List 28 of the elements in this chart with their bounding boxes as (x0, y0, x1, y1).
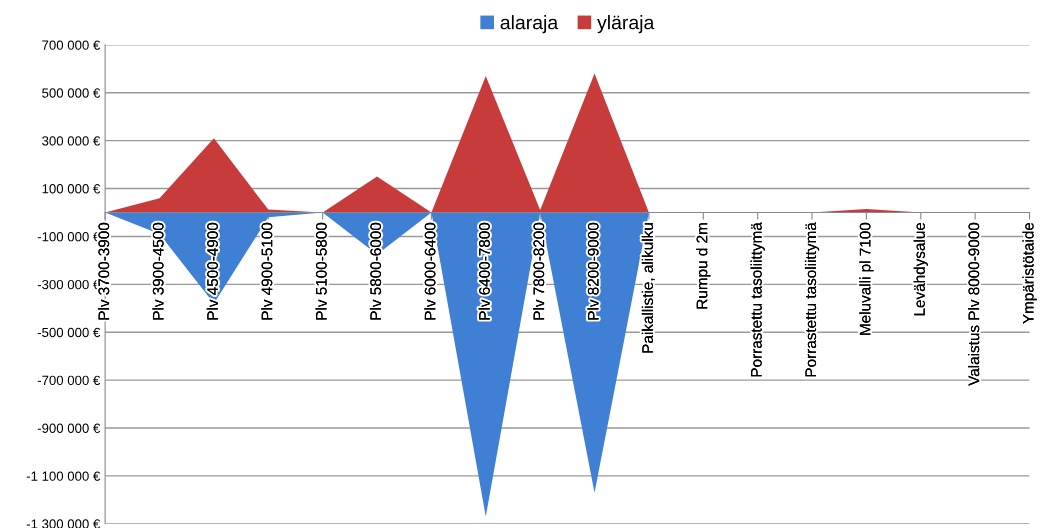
y-tick-label: 100 000 € (42, 184, 101, 194)
y-tick-label: -700 000 € (37, 375, 101, 386)
y-tick-label: -500 000 € (37, 327, 101, 338)
y-tick-label: 700 000 € (42, 40, 101, 50)
x-tick-label: Paikallistie, alikulku (641, 223, 655, 353)
x-tick-label: Rumpu d 2m (696, 223, 711, 309)
y-tick-label: 500 000 € (42, 88, 101, 98)
x-tick-label: Plv 6400-7800 (478, 222, 490, 320)
x-tick-label: Plv 4900-5100 (261, 222, 273, 320)
x-tick-label: Valaistus Plv 8000-9000 (968, 222, 980, 386)
x-tick-label: Ympäristötaide (1022, 222, 1037, 324)
x-tick-label: Porrastettu tasoliittymä (750, 222, 765, 377)
x-tick-label: Porrastettu tasoliittymä (804, 222, 820, 377)
y-tick-label: -900 000 € (37, 423, 101, 433)
y-tick-label: -1 100 000 € (26, 471, 101, 481)
x-tick-label: Plv 8200-9000 (587, 222, 599, 320)
x-tick-label: Plv 4500-4900 (206, 222, 218, 320)
x-tick-label: Plv 6000-6400 (424, 222, 436, 320)
y-tick-label: 300 000 € (42, 136, 101, 146)
legend-label: yläraja (597, 15, 655, 34)
x-tick-label: Meluvalli pl 7100 (859, 222, 874, 335)
y-tick-label: -1 300 000 € (26, 519, 101, 528)
legend-label: alaraja (500, 15, 559, 34)
x-tick-label: Plv 5800-6000 (369, 222, 382, 320)
x-tick-label: Levähdysalue (913, 222, 928, 316)
x-tick-label: Plv 3900-4500 (152, 222, 164, 320)
x-tick-label: Plv 5100-5800 (315, 222, 327, 320)
x-tick-label: Plv 7800-8200 (533, 222, 545, 320)
